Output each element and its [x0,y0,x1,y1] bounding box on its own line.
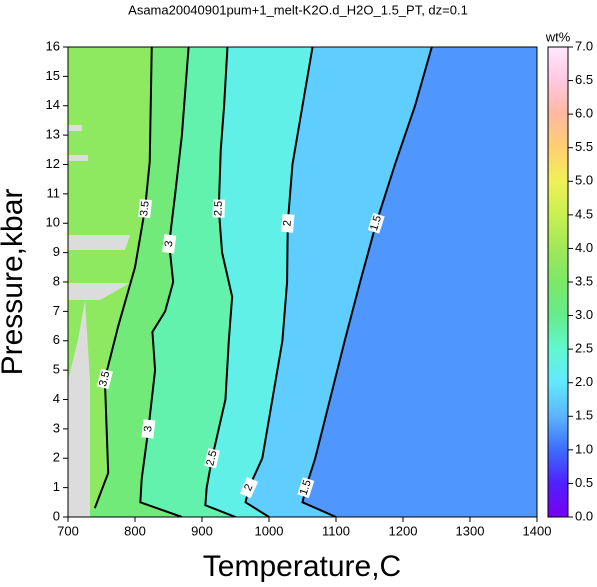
y-tick-label: 8 [53,273,60,288]
x-tick-label: 800 [124,523,146,538]
contour-label-group: 2.5 [212,199,226,218]
x-tick-label: 1300 [456,523,485,538]
missing-data [68,125,130,517]
contour-label-bg [367,212,385,234]
y-tick-label: 13 [46,127,60,142]
colorbar [547,46,569,518]
colorbar-tick-label: 3.5 [575,273,593,288]
y-tick-label: 14 [46,97,60,112]
x-axis-label: Temperature,C [203,550,401,583]
contour-label-bg [96,368,113,390]
y-tick-label: 11 [47,185,61,200]
chart-title: Asama20040901pum+1_melt-K2O.d_H2O_1.5_PT… [128,2,468,17]
x-tick-label: 1200 [389,523,418,538]
colorbar-tick-label: 6.0 [575,106,593,121]
y-tick-label: 4 [53,391,60,406]
contour-line [93,47,153,509]
plot-area: 1.5 1.5 2 2 2.5 2.5 3 3 3.5 3.5 [68,47,537,517]
colorbar-tick-label: 4.0 [575,240,593,255]
y-tick-label: 10 [46,215,60,230]
contour-label: 1.5 [368,214,384,232]
y-axis-label: Pressure,kbar [0,189,29,376]
colorbar-tick-label: 0.5 [575,475,593,490]
contour-label-group: 2.5 [204,448,220,469]
x-tick-label: 900 [191,523,213,538]
y-tick-label: 1 [53,479,60,494]
contour-label-bg [141,419,156,439]
colorbar-label: wt% [545,29,571,44]
colorbar-tick-label: 7.0 [575,38,593,53]
x-tick-label: 1100 [322,523,350,538]
y-tick-label: 6 [53,332,60,347]
colorbar-tick-label: 1.0 [575,441,593,456]
contour-label-bg [239,476,259,499]
y-tick-label: 2 [53,450,60,465]
y-tick-label: 7 [53,303,60,318]
contour-label-bg [204,448,220,469]
contour-label: 1.5 [298,478,314,496]
colorbar-tick-label: 5.0 [575,173,593,188]
contour-label-group: 2 [281,213,295,233]
y-tick-label: 0 [53,508,60,523]
contour-line [204,47,236,517]
contour-label: 3.5 [138,200,151,216]
y-tick-label: 5 [53,362,60,377]
contour-label-group: 3.5 [138,199,152,219]
contour-label-bg [212,199,226,218]
colorbar-tick-label: 2.5 [575,341,593,356]
contour-label-bg [162,234,177,254]
contour-label-bg [281,213,295,233]
y-tick-label: 9 [53,244,60,259]
contour-label: 2 [281,220,293,227]
contour-label-group: 3 [162,234,177,254]
colorbar-tick-label: 3.0 [575,307,593,322]
colorbar-tick-label: 5.5 [575,139,593,154]
y-tick-label: 16 [46,38,60,53]
contour-label: 2 [242,482,255,493]
contour-label-bg [297,477,315,499]
contour-line [139,47,190,517]
contour-label-bg [138,199,152,219]
colorbar-tick-label: 1.5 [575,408,593,423]
x-tick-label: 700 [57,523,79,538]
y-tick-label: 15 [46,68,60,83]
contour-label-group: 1.5 [297,477,315,499]
contour-label: 2.5 [204,449,219,467]
colorbar-tick-label: 6.5 [575,72,593,87]
contour-label-group: 3.5 [96,368,113,390]
contour-label-group: 2 [239,476,259,499]
contour-label: 2.5 [212,201,225,217]
contour-label-group: 3 [141,419,156,439]
colorbar-tick-label: 2.0 [575,374,593,389]
contour-label: 3 [163,240,176,248]
colorbar-tick-label: 4.5 [575,206,593,221]
y-tick-label: 12 [46,156,60,171]
colorbar-tick-label: 0.0 [575,508,593,523]
contour-label-group: 1.5 [367,212,385,234]
contour-label: 3.5 [97,370,112,388]
x-tick-label: 1000 [255,523,284,538]
x-tick-label: 1400 [523,523,552,538]
y-tick-label: 3 [53,420,60,435]
contour-label: 3 [142,425,155,432]
